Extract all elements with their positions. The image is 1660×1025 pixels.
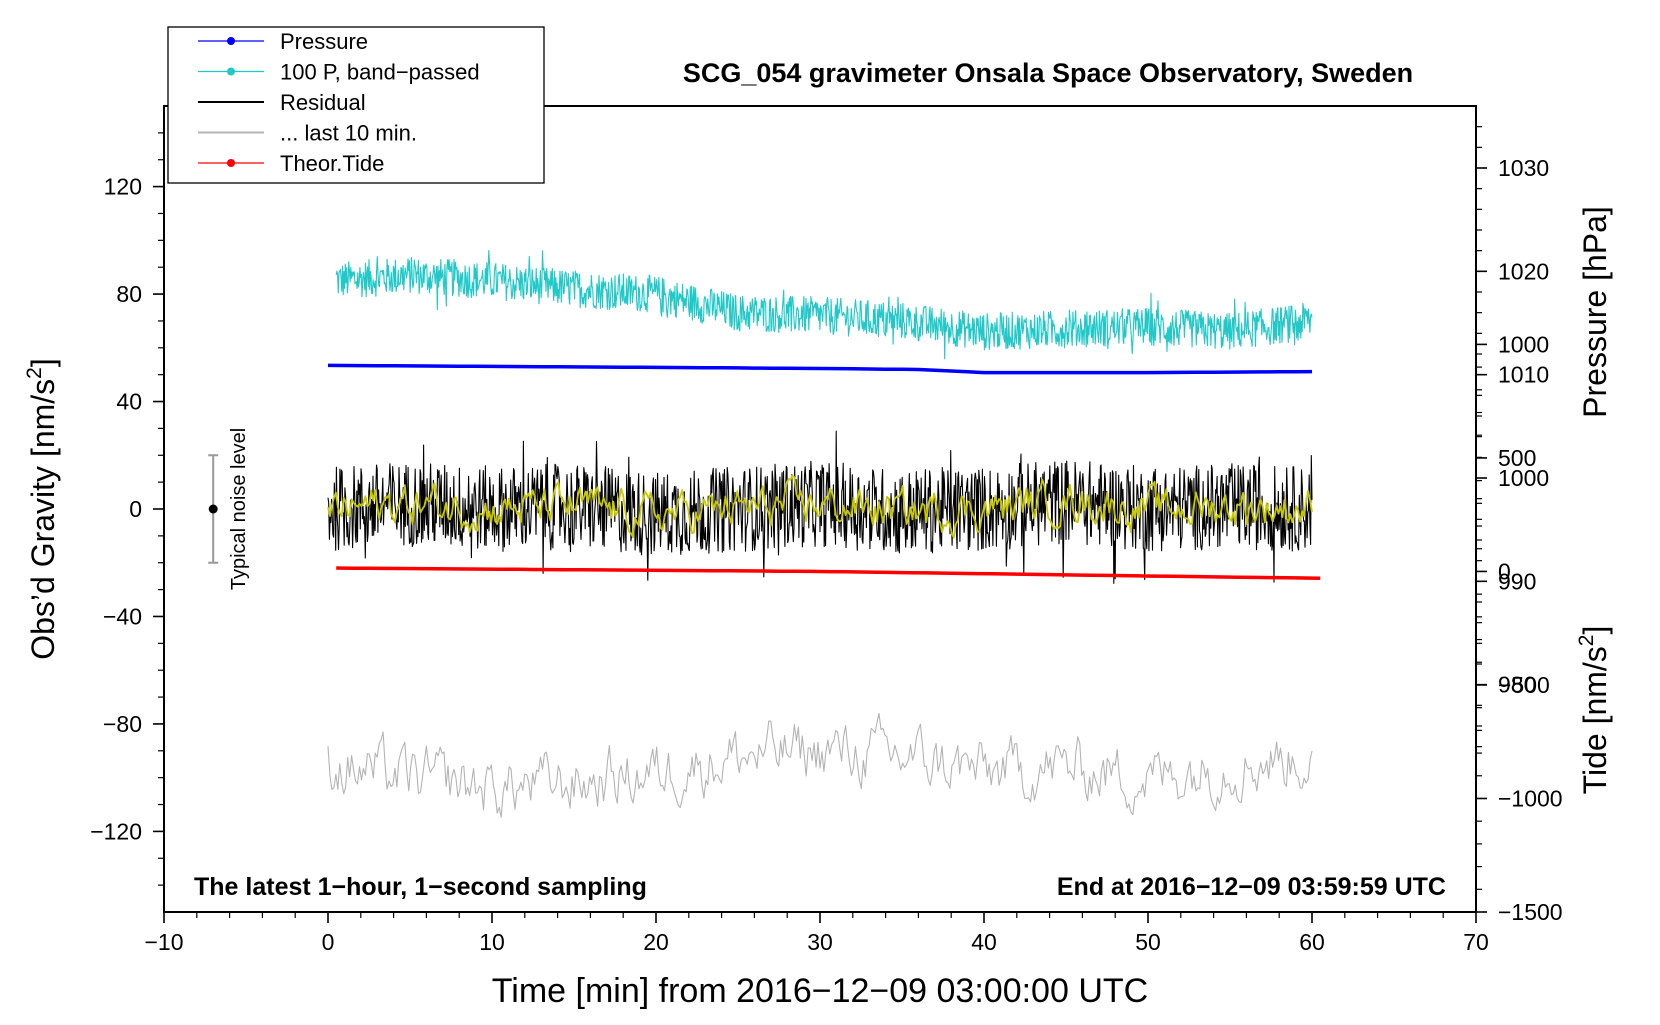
series-line — [327, 363, 1313, 375]
chart-title: SCG_054 gravimeter Onsala Space Observat… — [683, 58, 1413, 88]
y-axis-label-tide: Tide [nm/s2] — [1575, 626, 1613, 795]
x-tick-label: 50 — [1135, 929, 1161, 955]
legend-label: ... last 10 min. — [280, 121, 417, 146]
legend-label: Residual — [280, 90, 366, 115]
tide-tick-label: 500 — [1498, 445, 1536, 471]
tide-tick-label: 0 — [1498, 558, 1511, 584]
y-left-tick-label: −80 — [103, 711, 142, 737]
y-axis-label-gravity: Obs’d Gravity [nm/s2] — [23, 358, 61, 660]
axis-ticks: −10 0 10 20 30 40 50 60 7012080400−40−80−1201030… — [90, 126, 1563, 955]
noise-level-group: Typical noise level — [208, 428, 250, 590]
legend-label: 100 P, band−passed — [280, 60, 480, 85]
y-left-tick-label: −120 — [90, 818, 142, 844]
y-left-tick-label: 80 — [116, 281, 142, 307]
x-tick-label: 70 — [1463, 929, 1489, 955]
legend-marker — [227, 159, 235, 167]
legend-entries: Pressure 100 P, band−passed Residual ... la… — [198, 29, 480, 176]
x-tick-label: 20 — [643, 929, 669, 955]
x-axis-label: Time [min] from 2016−12−09 03:00:00 UTC — [492, 972, 1148, 1010]
noise-level-label: Typical noise level — [228, 428, 250, 590]
legend-box — [167, 26, 545, 184]
legend-marker — [227, 67, 235, 76]
pressure-tick-label: 1010 — [1498, 362, 1549, 388]
y-left-tick-label: −40 — [103, 603, 142, 629]
y-axis-label-pressure: Pressure [hPa] — [1577, 206, 1613, 418]
tide-tick-label: −1000 — [1498, 785, 1563, 811]
x-tick-label: 60 — [1299, 929, 1325, 955]
legend-label: Theor.Tide — [280, 151, 384, 176]
pressure-tick-label: 990 — [1498, 568, 1536, 594]
series-group — [327, 250, 1321, 818]
legend: Pressure 100 P, band−passed Residual ... la… — [167, 26, 545, 184]
series-line — [327, 474, 1313, 539]
legend-label: Pressure — [280, 29, 368, 54]
y-left-tick-label: 40 — [116, 389, 142, 415]
x-tick-label: 10 — [479, 929, 505, 955]
series-line — [327, 430, 1313, 584]
y-left-tick-label: 120 — [104, 174, 142, 200]
y-left-tick-label: 0 — [129, 496, 142, 522]
tide-tick-label: −1500 — [1498, 899, 1563, 925]
annotation-sampling: The latest 1−hour, 1−second sampling — [194, 873, 647, 901]
pressure-tick-label: 1030 — [1498, 155, 1549, 181]
pressure-tick-label: 1000 — [1498, 465, 1549, 491]
series-line — [335, 250, 1313, 360]
x-tick-label: 0 — [322, 929, 335, 955]
series-line — [336, 566, 1321, 580]
series-line — [327, 712, 1313, 818]
x-tick-label: −10 — [144, 929, 183, 955]
x-tick-label: 40 — [971, 929, 997, 955]
tide-tick-label: −500 — [1498, 672, 1550, 698]
noise-center-dot — [208, 504, 218, 514]
x-tick-label: 30 — [807, 929, 833, 955]
pressure-tick-label: 1020 — [1498, 258, 1549, 284]
legend-marker — [227, 37, 235, 45]
tide-tick-label: 1000 — [1498, 331, 1549, 357]
pressure-tick-label: 980 — [1498, 672, 1536, 698]
annotation-end-time: End at 2016−12−09 03:59:59 UTC — [1057, 873, 1446, 901]
